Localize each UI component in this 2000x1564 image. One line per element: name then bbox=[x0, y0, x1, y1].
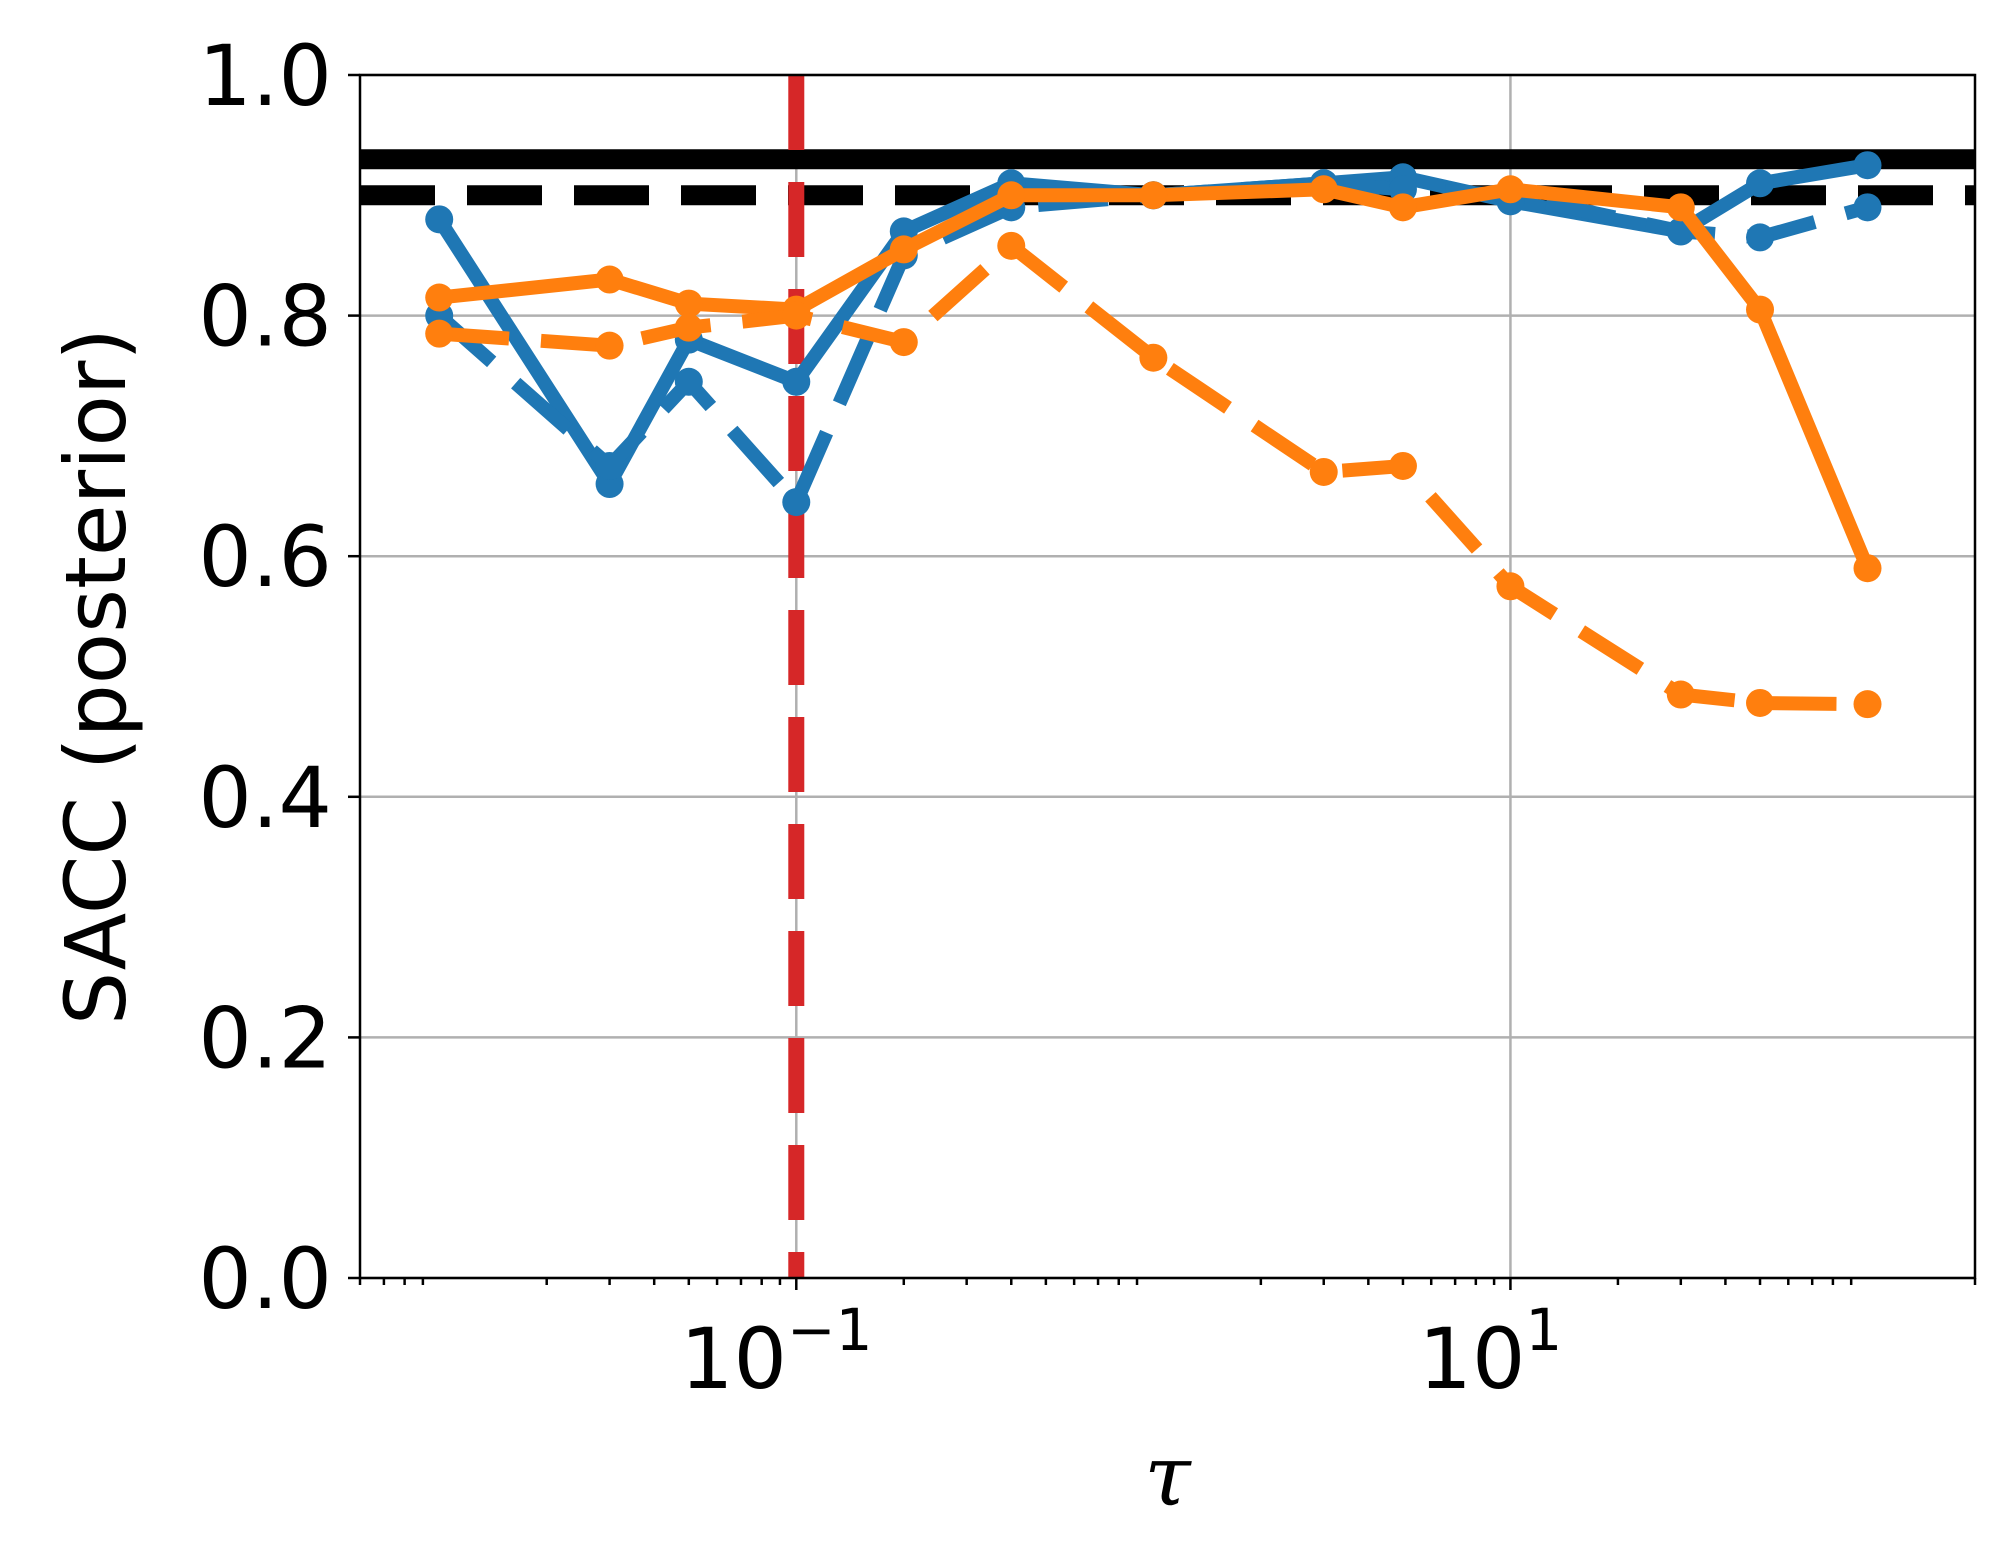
data-point bbox=[889, 235, 918, 264]
grid bbox=[360, 73, 1975, 1280]
data-point bbox=[1853, 554, 1882, 583]
data-point bbox=[1853, 193, 1882, 222]
y-tick-label: 0.4 bbox=[198, 749, 332, 847]
y-tick-label: 0.8 bbox=[198, 268, 332, 366]
y-tick-label: 0.2 bbox=[198, 989, 332, 1087]
series-line bbox=[438, 182, 1874, 571]
data-point bbox=[674, 289, 703, 318]
x-tick-exponent: 1 bbox=[1525, 1296, 1562, 1364]
series-2 bbox=[425, 175, 1882, 583]
series-line bbox=[433, 158, 1869, 491]
reference-lines bbox=[360, 75, 1975, 1278]
x-tick-label: 10−1 bbox=[680, 1296, 872, 1408]
data-point bbox=[1853, 690, 1882, 719]
data-point bbox=[595, 265, 624, 294]
data-point bbox=[997, 181, 1026, 210]
plot-frame bbox=[358, 73, 1977, 1280]
data-point bbox=[1388, 451, 1417, 480]
data-point bbox=[1309, 457, 1338, 486]
data-point bbox=[425, 205, 454, 234]
data-point bbox=[1388, 193, 1417, 222]
y-tick-label: 0.6 bbox=[198, 508, 332, 606]
data-point bbox=[1746, 223, 1775, 252]
data-point bbox=[674, 367, 703, 396]
x-tick-exponent: −1 bbox=[787, 1296, 873, 1364]
data-point bbox=[1139, 343, 1168, 372]
data-point bbox=[1309, 175, 1338, 204]
x-tick-base: 10 bbox=[1419, 1310, 1526, 1408]
data-point bbox=[1746, 295, 1775, 324]
x-axis-label: τ bbox=[1144, 1427, 1192, 1525]
y-axis: 0.0 0.2 0.4 0.6 0.8 1.0 bbox=[198, 27, 360, 1328]
data-point bbox=[997, 231, 1026, 260]
x-tick-base: 10 bbox=[680, 1310, 787, 1408]
data-point bbox=[425, 283, 454, 312]
y-tick-label: 1.0 bbox=[198, 27, 332, 125]
data-point bbox=[425, 319, 454, 348]
series-3 bbox=[425, 231, 1882, 719]
data-point bbox=[889, 328, 918, 357]
y-axis-label: SACC (posterior) bbox=[47, 328, 145, 1025]
series-layer bbox=[425, 151, 1882, 719]
data-point bbox=[782, 367, 811, 396]
data-point bbox=[1139, 181, 1168, 210]
data-point bbox=[1746, 169, 1775, 198]
y-tick-label: 0.0 bbox=[198, 1230, 332, 1328]
data-point bbox=[1496, 175, 1525, 204]
data-point bbox=[1666, 193, 1695, 222]
data-point bbox=[782, 488, 811, 517]
data-point bbox=[595, 331, 624, 360]
data-point bbox=[674, 313, 703, 342]
data-point bbox=[595, 451, 624, 480]
data-point bbox=[1746, 688, 1775, 717]
x-axis: 10−1 101 bbox=[358, 1278, 1977, 1408]
data-point bbox=[782, 301, 811, 330]
data-point bbox=[1496, 572, 1525, 601]
data-point bbox=[1853, 151, 1882, 180]
x-tick-label: 101 bbox=[1419, 1296, 1563, 1408]
data-point bbox=[1666, 680, 1695, 709]
